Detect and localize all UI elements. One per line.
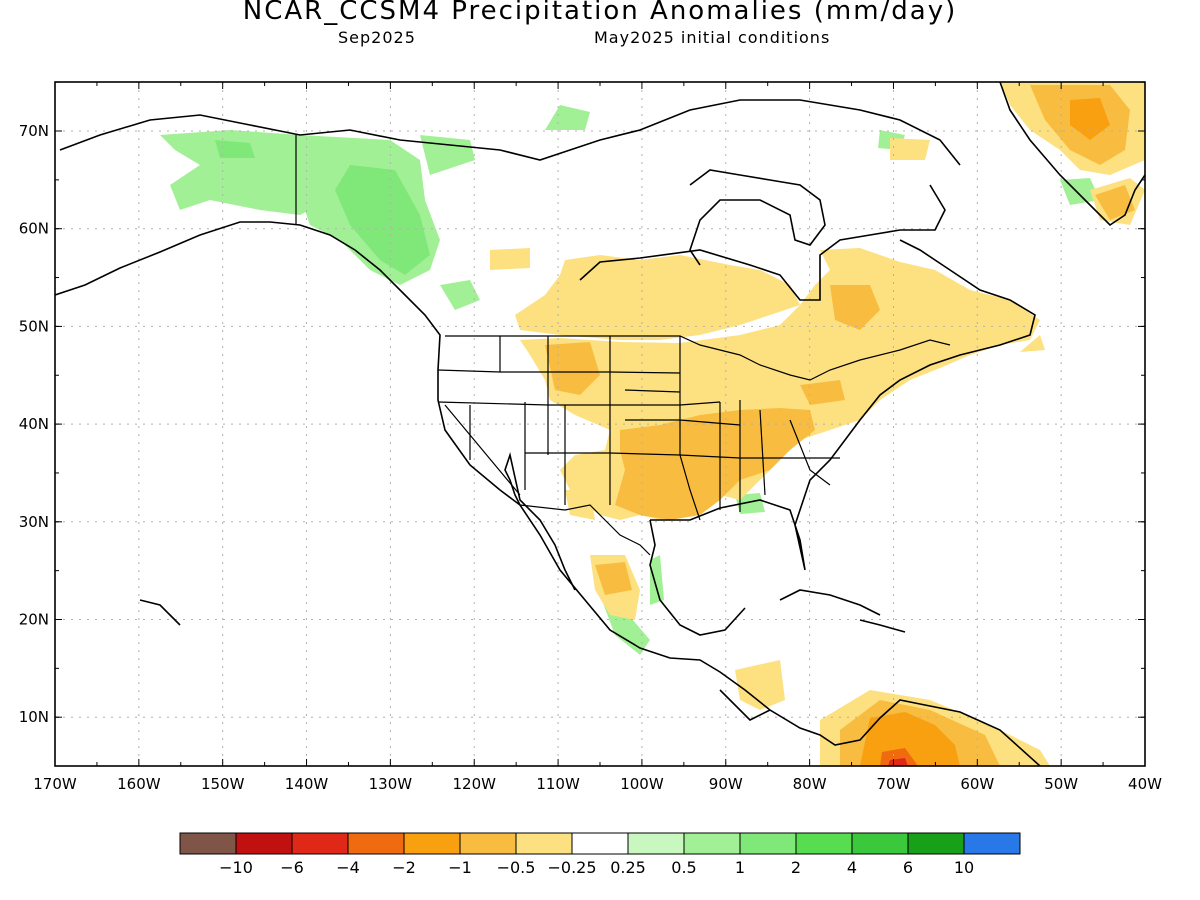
map-title: NCAR_CCSM4 Precipitation Anomalies (mm/d…: [242, 0, 958, 26]
political-boundaries: [295, 135, 951, 556]
colorbar-swatch: [179, 832, 237, 855]
longitude-labels: 170W 160W 150W 140W 130W 120W 110W 100W 90W 80W 70…: [33, 775, 1162, 793]
colorbar-swatch: [291, 832, 349, 855]
latitude-labels: 70N 60N 50N 40N 30N 20N 10N: [19, 122, 49, 726]
colorbar-label: 4: [847, 858, 857, 877]
wet-anomaly-core: [215, 140, 430, 275]
lon-label: 130W: [369, 775, 413, 793]
colorbar-swatch: [347, 832, 405, 855]
colorbar-label: −1: [448, 858, 472, 877]
lon-label: 90W: [709, 775, 743, 793]
anomaly-fields: [160, 82, 1145, 766]
lat-label: 60N: [19, 220, 49, 238]
colorbar-swatch: [683, 832, 741, 855]
lon-label: 50W: [1044, 775, 1078, 793]
lon-label: 150W: [201, 775, 245, 793]
colorbar-label: 6: [903, 858, 913, 877]
colorbar-swatch: [795, 832, 853, 855]
lon-label: 80W: [793, 775, 827, 793]
colorbar-label: 1: [735, 858, 745, 877]
lon-label: 140W: [285, 775, 329, 793]
lat-label: 20N: [19, 611, 49, 629]
lat-label: 40N: [19, 415, 49, 433]
lon-label: 70W: [877, 775, 911, 793]
colorbar-label: −0.5: [497, 858, 536, 877]
colorbar-label: 0.25: [610, 858, 646, 877]
lat-label: 70N: [19, 122, 49, 140]
lon-label: 40W: [1128, 775, 1162, 793]
lat-lon-grid: [55, 82, 1145, 766]
lat-label: 30N: [19, 513, 49, 531]
colorbar-label: −6: [280, 858, 304, 877]
lon-label: 160W: [117, 775, 161, 793]
colorbar-label: −2: [392, 858, 416, 877]
lon-label: 120W: [452, 775, 496, 793]
colorbar-swatch: [963, 832, 1021, 855]
colorbar-swatch: [571, 832, 629, 855]
lon-label: 60W: [960, 775, 994, 793]
longitude-ticks: [54, 82, 1146, 766]
colorbar-label: −10: [219, 858, 253, 877]
lon-label: 100W: [620, 775, 664, 793]
colorbar-label: 0.5: [671, 858, 696, 877]
dry-anomaly-light: [490, 82, 1145, 766]
colorbar-swatch: [403, 832, 461, 855]
lat-label: 50N: [19, 317, 49, 335]
colorbar-legend: −10 −6 −4 −2 −1 −0.5 −0.25 0.25 0.5 1 2 4 6 10: [179, 832, 1021, 877]
initial-conditions: May2025 initial conditions: [594, 28, 831, 47]
lon-label: 170W: [33, 775, 77, 793]
lon-label: 110W: [536, 775, 580, 793]
coastlines: [55, 82, 1145, 766]
colorbar-swatch: [515, 832, 573, 855]
valid-month: Sep2025: [338, 28, 416, 47]
colorbar-swatch: [627, 832, 685, 855]
colorbar-swatch: [739, 832, 797, 855]
colorbar-swatch: [907, 832, 965, 855]
latitude-ticks: [55, 81, 1145, 718]
colorbar-swatch: [235, 832, 293, 855]
colorbar-swatch: [851, 832, 909, 855]
colorbar-label: 10: [954, 858, 974, 877]
colorbar-label: −4: [336, 858, 360, 877]
lat-label: 10N: [19, 708, 49, 726]
colorbar-label: −0.25: [547, 858, 596, 877]
colorbar-swatch: [459, 832, 517, 855]
colorbar-label: 2: [791, 858, 801, 877]
